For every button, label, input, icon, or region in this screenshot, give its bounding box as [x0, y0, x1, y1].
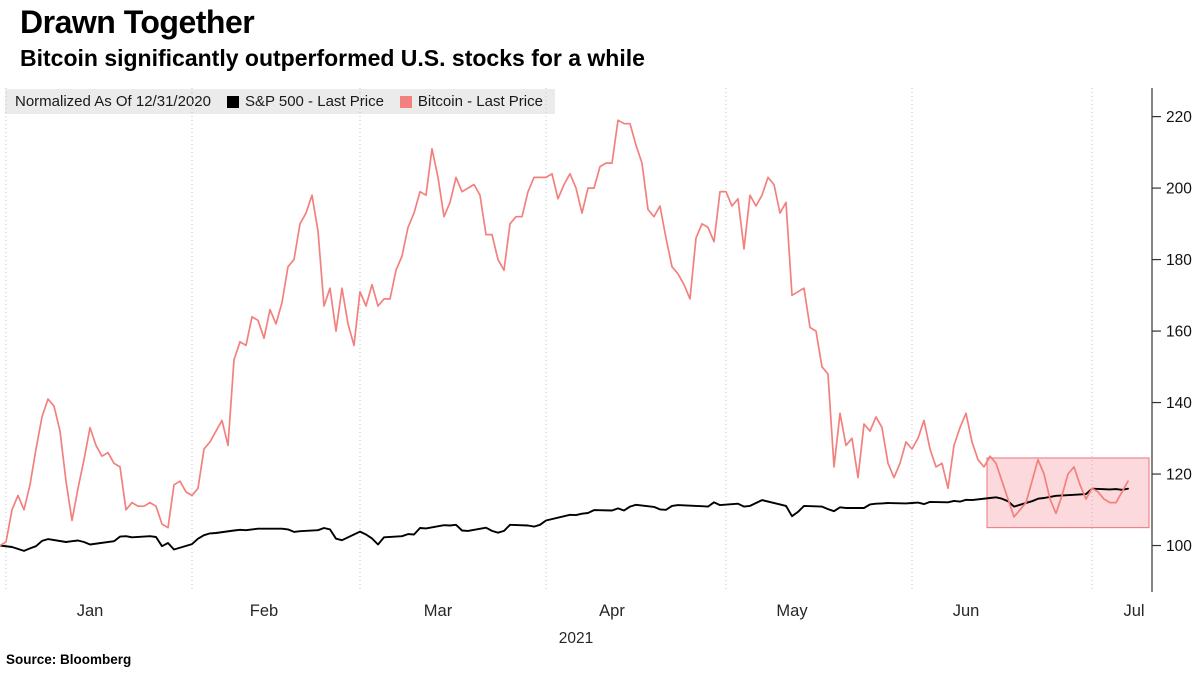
legend-normalization-note: Normalized As Of 12/31/2020: [15, 93, 211, 110]
y-tick-label: 160: [1166, 324, 1192, 341]
sp500-line: [0, 487, 1129, 552]
x-month-label: May: [776, 602, 808, 620]
y-tick-label: 140: [1166, 395, 1192, 412]
bitcoin-line: [0, 119, 1129, 547]
legend-item-sp500: S&P 500 - Last Price: [226, 93, 384, 110]
x-month-label: Jan: [77, 602, 104, 620]
y-tick-label: 120: [1166, 467, 1192, 484]
legend-label-sp500: S&P 500 - Last Price: [244, 93, 384, 110]
year-label: 2021: [559, 630, 593, 647]
x-month-label: Mar: [424, 602, 453, 620]
y-tick-label: 180: [1166, 252, 1192, 269]
chart-legend: Normalized As Of 12/31/2020 S&P 500 - La…: [5, 89, 555, 114]
highlight-box: [986, 457, 1150, 529]
y-tick-label: 200: [1166, 181, 1192, 198]
source-attribution: Source: Bloomberg: [6, 652, 132, 667]
bitcoin-swatch-icon: [399, 95, 412, 108]
x-month-label: Jun: [953, 602, 980, 620]
legend-label-bitcoin: Bitcoin - Last Price: [417, 93, 543, 110]
y-tick-label: 220: [1166, 109, 1192, 126]
x-month-label: Jul: [1123, 602, 1144, 620]
chart-svg: 100 120 140 160 180 200 220 Jan Feb Mar Apr May Jun J…: [0, 88, 1192, 647]
chart-subtitle: Bitcoin significantly outperformed U.S. …: [20, 45, 645, 71]
sp500-swatch-icon: [226, 95, 239, 108]
legend-item-bitcoin: Bitcoin - Last Price: [399, 93, 543, 110]
chart-title: Drawn Together: [20, 4, 255, 40]
x-month-label: Feb: [250, 602, 278, 620]
y-tick-label: 100: [1166, 538, 1192, 555]
x-month-label: Apr: [599, 602, 625, 620]
